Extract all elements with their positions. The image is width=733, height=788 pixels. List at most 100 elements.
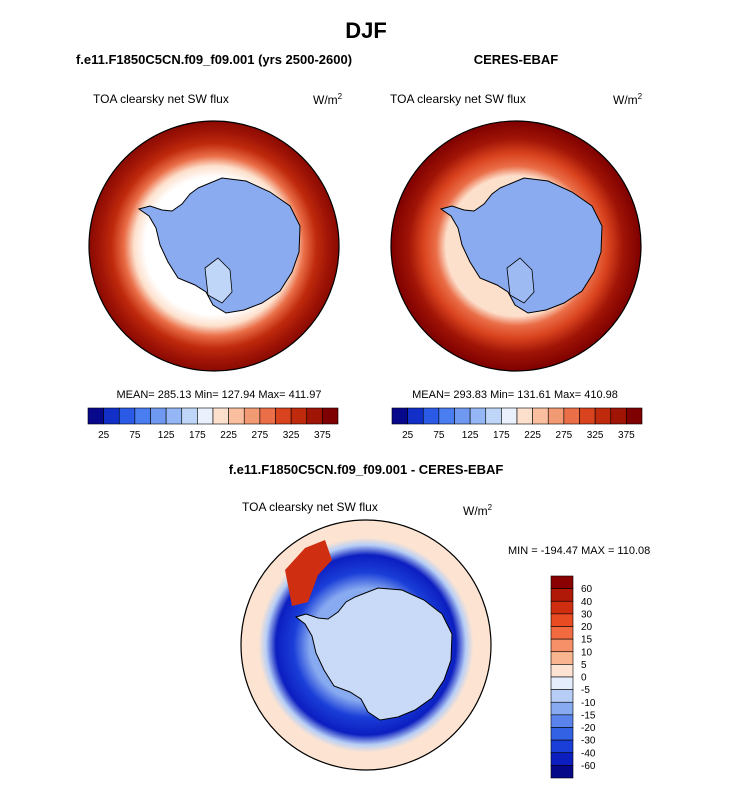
page-title: DJF [345, 18, 387, 43]
panel2-map [391, 121, 641, 371]
colorbar-box [422, 407, 440, 425]
colorbar-box [290, 407, 308, 425]
colorbar-tick-label: 225 [220, 430, 237, 441]
colorbar-box [550, 752, 574, 766]
colorbar-box [391, 407, 408, 425]
colorbar-box [485, 407, 502, 425]
panel3-title: f.e11.F1850C5CN.f09_f09.001 - CERES-EBAF [228, 462, 504, 477]
colorbar-box [243, 407, 261, 425]
colorbar-box [516, 407, 533, 425]
colorbar-tick-label: 325 [587, 430, 604, 441]
warm-anomaly-patch [285, 540, 332, 606]
colorbar-tick-label: 375 [618, 430, 635, 441]
panel1-units: W/m2 [313, 92, 343, 107]
colorbar-tick-label: 15 [581, 635, 593, 646]
colorbar-tick-label: -30 [581, 736, 596, 747]
colorbar-tick-label: 225 [524, 430, 541, 441]
colorbar-box [322, 407, 339, 425]
colorbar-tick-label: 25 [98, 430, 110, 441]
colorbar-box [550, 613, 574, 627]
colorbar-tick-label: -15 [581, 710, 596, 721]
ross-ice-shelf-1 [204, 257, 233, 304]
colorbar-tick-label: 275 [556, 430, 573, 441]
colorbar-box [579, 407, 596, 425]
colorbar-box [550, 714, 574, 728]
colorbar-box [532, 407, 549, 425]
colorbar-box [87, 407, 104, 425]
colorbar-box [610, 407, 627, 425]
panel3-map [241, 520, 491, 770]
colorbar-tick-label: 75 [433, 430, 445, 441]
colorbar-tick-label: 175 [493, 430, 510, 441]
colorbar-tick-label: -20 [581, 723, 596, 734]
panel3-stats: MIN = -194.47 MAX = 110.08 [508, 545, 651, 557]
colorbar-box [181, 407, 198, 425]
colorbar-tick-label: 25 [402, 430, 414, 441]
colorbar-box [550, 727, 574, 741]
colorbar-box [469, 407, 487, 425]
panel2-colorbar: 25 75 125 175 225 275 325 375 [391, 407, 643, 441]
panel1-variable: TOA clearsky net SW flux [93, 92, 229, 106]
colorbar-box [594, 407, 612, 425]
panel1-map [89, 121, 339, 371]
colorbar-box [259, 407, 276, 425]
colorbar-box [501, 407, 518, 425]
colorbar-box [626, 407, 643, 425]
colorbar-tick-label: 125 [462, 430, 479, 441]
colorbar-box [454, 407, 471, 425]
panel1-title: f.e11.F1850C5CN.f09_f09.001 (yrs 2500-26… [75, 52, 353, 67]
colorbar-box [197, 407, 214, 425]
colorbar-box [306, 407, 323, 425]
colorbar-box [563, 407, 580, 425]
panel2-stats: MEAN= 293.83 Min= 131.61 Max= 410.98 [412, 389, 618, 401]
colorbar-box [118, 407, 136, 425]
colorbar-box [547, 407, 565, 425]
colorbar-box [550, 739, 574, 754]
colorbar-box [407, 407, 424, 425]
colorbar-box [103, 407, 120, 425]
colorbar-tick-label: 5 [581, 660, 587, 671]
colorbar-box [550, 588, 574, 602]
colorbar-box [438, 407, 455, 425]
panel3-units: W/m2 [463, 503, 493, 518]
colorbar-tick-label: 125 [158, 430, 175, 441]
panel2-title: CERES-EBAF [473, 52, 559, 67]
colorbar-tick-label: 0 [581, 673, 587, 684]
colorbar-tick-label: 10 [581, 647, 593, 658]
ross-ice-shelf-2 [506, 257, 535, 304]
panel1-frame [88, 120, 340, 372]
colorbar-tick-label: 175 [189, 430, 206, 441]
colorbar-box [550, 626, 574, 640]
colorbar-box [550, 664, 574, 678]
colorbar-tick-label: 375 [314, 430, 331, 441]
colorbar-tick-label: 60 [581, 584, 593, 595]
colorbar-tick-label: 275 [252, 430, 269, 441]
colorbar-box [550, 701, 574, 716]
panel3-variable: TOA clearsky net SW flux [242, 500, 378, 514]
antarctica-outline-2 [439, 177, 603, 314]
colorbar-box [228, 407, 245, 425]
colorbar-tick-label: 40 [581, 597, 593, 608]
colorbar-tick-label: -40 [581, 748, 596, 759]
colorbar-box [550, 638, 574, 653]
colorbar-box [550, 651, 574, 665]
panel1-stats: MEAN= 285.13 Min= 127.94 Max= 411.97 [116, 389, 322, 401]
colorbar-tick-label: -60 [581, 761, 596, 772]
colorbar-box [165, 407, 183, 425]
colorbar-tick-label: 75 [129, 430, 141, 441]
panel1-colorbar: 25 75 125 175 225 275 325 375 [87, 407, 339, 441]
colorbar-tick-label: 20 [581, 622, 593, 633]
panel2-variable: TOA clearsky net SW flux [390, 92, 526, 106]
colorbar-tick-label: -10 [581, 698, 596, 709]
colorbar-box [550, 600, 574, 615]
colorbar-tick-label: -5 [581, 685, 590, 696]
panel2-frame [390, 120, 642, 372]
antarctica-outline-3 [294, 587, 453, 721]
colorbar-tick-label: 325 [283, 430, 300, 441]
antarctica-outline-1 [137, 177, 301, 314]
colorbar-box [150, 407, 167, 425]
colorbar-box [550, 765, 574, 779]
colorbar-tick-label: 30 [581, 609, 593, 620]
